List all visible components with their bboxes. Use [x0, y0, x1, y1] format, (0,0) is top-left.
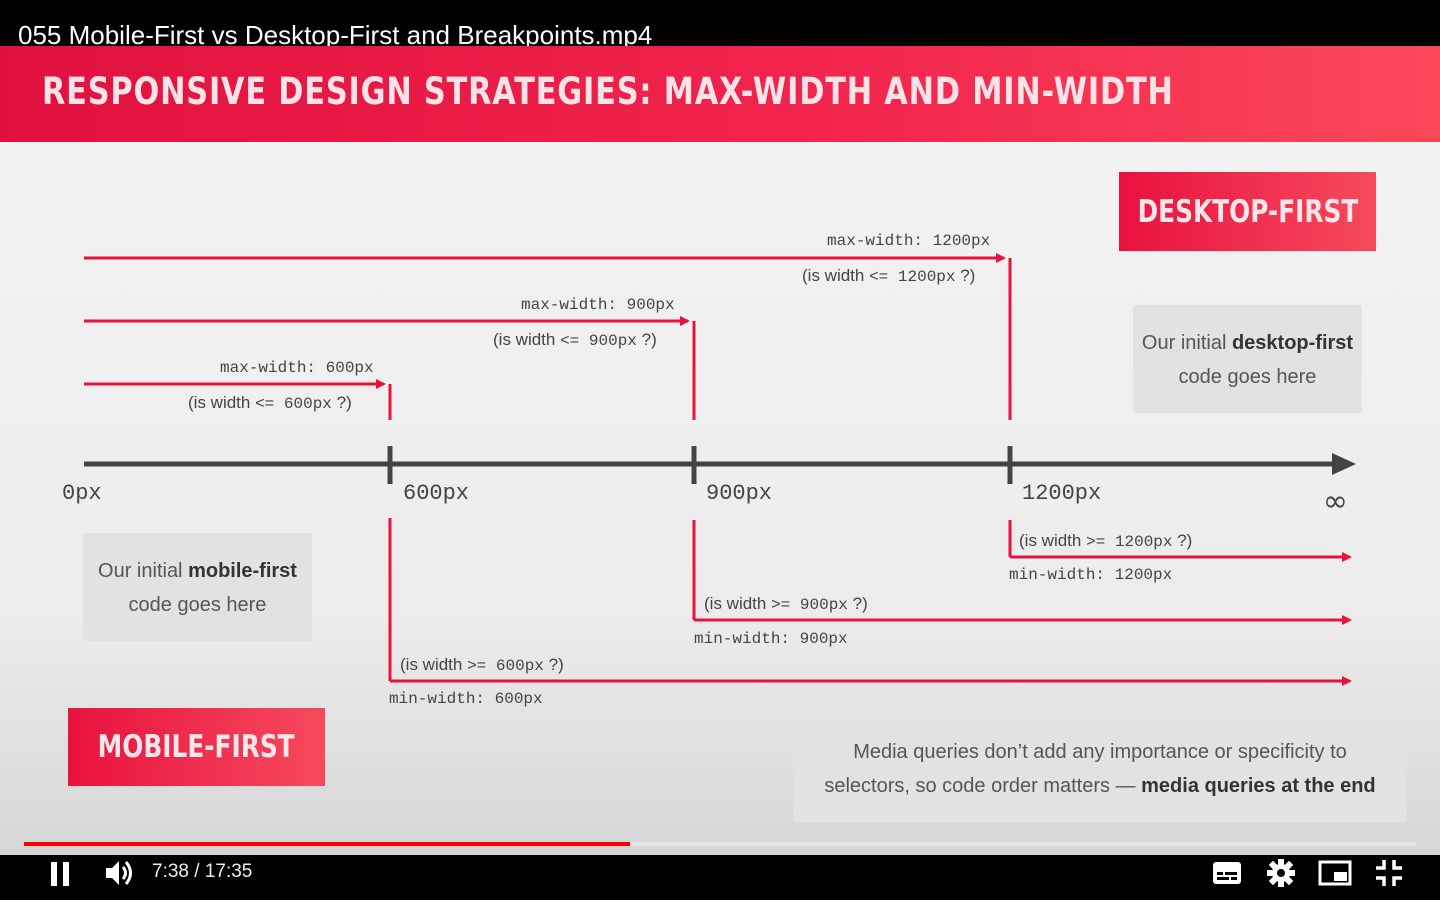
progress-played [24, 842, 630, 846]
time-display: 7:38 / 17:35 [152, 861, 253, 882]
settings-button[interactable] [1264, 857, 1298, 889]
max-900-label: max-width: 900px [521, 296, 675, 314]
miniplayer-button[interactable] [1317, 857, 1353, 889]
axis-label-0: 0px [62, 481, 102, 506]
video-title-bar: 055 Mobile-First vs Desktop-First and Br… [0, 0, 1440, 50]
axis-label-1200: 1200px [1022, 481, 1102, 506]
pause-icon [51, 862, 69, 886]
max-1200-question: (is width <= 1200px ?) [802, 266, 976, 286]
min-900-label: min-width: 900px [694, 630, 848, 648]
slide-heading: RESPONSIVE DESIGN STRATEGIES: MAX-WIDTH … [42, 70, 1174, 113]
time-current: 7:38 [152, 861, 189, 882]
max-600-label: max-width: 600px [220, 359, 374, 377]
volume-button[interactable] [100, 856, 138, 890]
mobile-first-tag: MOBILE-FIRST [68, 708, 325, 786]
min-600-label: min-width: 600px [389, 690, 543, 708]
settings-icon [1267, 859, 1295, 887]
min-1200-label: min-width: 1200px [1009, 566, 1173, 584]
max-900-question: (is width <= 900px ?) [493, 330, 657, 350]
min-900-question: (is width >= 900px ?) [704, 594, 868, 614]
exit-fullscreen-button[interactable] [1372, 857, 1406, 889]
time-total: 17:35 [204, 861, 253, 882]
exit-fullscreen-icon [1376, 860, 1402, 886]
video-title: 055 Mobile-First vs Desktop-First and Br… [18, 20, 653, 50]
axis-label-600: 600px [403, 481, 470, 506]
min-1200-question: (is width >= 1200px ?) [1019, 531, 1193, 551]
max-600-question: (is width <= 600px ?) [188, 393, 352, 413]
max-1200-label: max-width: 1200px [827, 232, 991, 250]
player-controls [0, 855, 1440, 900]
desktop-first-note: Our initial desktop-first code goes here [1133, 305, 1362, 413]
pause-button[interactable] [44, 858, 76, 890]
subtitles-button[interactable] [1210, 858, 1244, 888]
volume-icon [106, 861, 132, 885]
slide-header: RESPONSIVE DESIGN STRATEGIES: MAX-WIDTH … [0, 46, 1440, 142]
axis-label-900: 900px [706, 481, 773, 506]
miniplayer-icon [1318, 860, 1352, 886]
subtitles-icon [1213, 862, 1241, 884]
progress-bar[interactable] [24, 842, 1416, 846]
mobile-first-note: Our initial mobile-first code goes here [83, 533, 312, 641]
axis-arrowhead [1332, 453, 1356, 475]
media-query-order-note: Media queries don’t add any importance o… [793, 714, 1407, 822]
axis-label-infinity: ∞ [1323, 484, 1348, 519]
desktop-first-tag: DESKTOP-FIRST [1119, 172, 1376, 251]
min-600-question: (is width >= 600px ?) [400, 655, 564, 675]
